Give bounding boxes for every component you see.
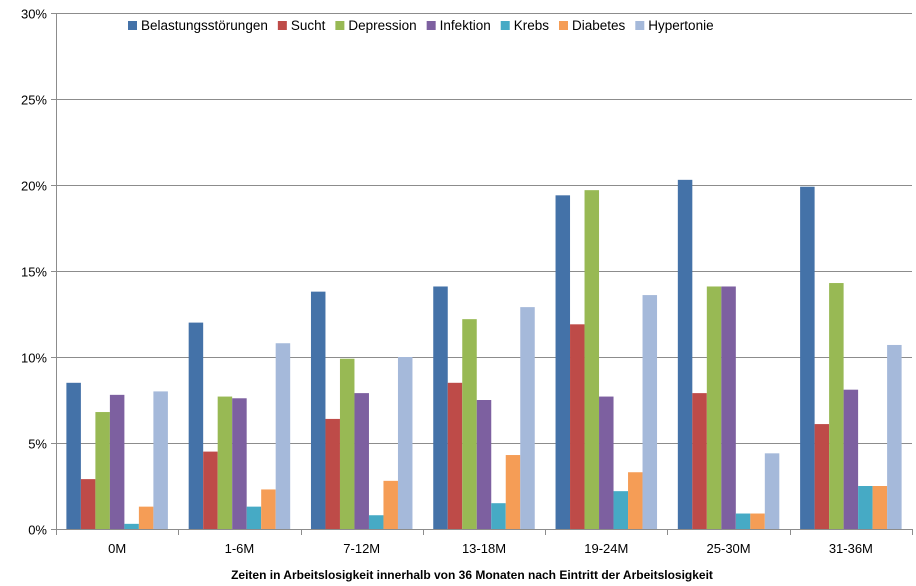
x-axis: 0M 1-6M 7-12M 13-18M 19-24M 25-30M 31-36M (56, 529, 913, 556)
bar-1-6M-Diabetes (261, 489, 276, 529)
bar-25-30M-Hypertonie (764, 453, 780, 529)
bar-0M-Sucht (80, 479, 96, 529)
legend-label: Hypertonie (648, 18, 713, 33)
bar-1-6M-Krebs (246, 506, 262, 529)
bar-25-30M-Belastungsstörungen (677, 179, 693, 529)
x-tick-label: 25-30M (707, 541, 751, 556)
x-tick-label: 0M (108, 541, 126, 556)
bar-19-24M-Diabetes (628, 472, 643, 529)
y-tick-label: 15% (21, 265, 47, 280)
legend-label: Depression (348, 18, 416, 33)
legend-swatch (335, 21, 345, 30)
legend-item: Belastungsstörungen (128, 18, 268, 33)
legend-item: Krebs (500, 18, 550, 33)
legend-item: Hypertonie (635, 18, 714, 33)
y-tick-label: 10% (21, 351, 47, 366)
y-tick-label: 30% (21, 7, 47, 22)
x-tick-label: 19-24M (584, 541, 628, 556)
legend-swatch (635, 21, 645, 30)
bar-7-12M-Depression (339, 358, 355, 529)
legend-label: Diabetes (572, 18, 626, 33)
bar-31-36M-Sucht (814, 424, 830, 529)
y-axis: 0% 5% 10% 15% 20% 25% 30% (21, 7, 57, 538)
legend-swatch (426, 21, 436, 30)
legend-label: Krebs (514, 18, 550, 33)
legend-item: Sucht (277, 18, 326, 33)
bar-19-24M-Krebs (613, 491, 629, 529)
bar-19-24M-Sucht (570, 324, 585, 529)
y-tick-label: 5% (28, 437, 47, 452)
bar-1-6M-Belastungsstörungen (188, 322, 204, 529)
bar-19-24M-Hypertonie (642, 295, 658, 529)
legend-label: Sucht (291, 18, 326, 33)
legend-swatch (277, 21, 287, 30)
bar-7-12M-Diabetes (383, 480, 398, 529)
y-tick-label: 25% (21, 93, 47, 108)
legend-swatch (128, 21, 137, 30)
bar-25-30M-Depression (706, 286, 722, 529)
bar-13-18M-Krebs (491, 503, 506, 529)
x-tick-label: 31-36M (829, 541, 873, 556)
bar-31-36M-Depression (829, 283, 844, 529)
bar-0M-Hypertonie (153, 391, 168, 529)
bar-7-12M-Sucht (325, 418, 340, 529)
y-tick-label: 0% (28, 523, 47, 538)
gridlines (56, 13, 912, 444)
bar-1-6M-Infektion (232, 398, 247, 529)
bar-7-12M-Krebs (368, 515, 384, 529)
legend-label: Belastungsstörungen (141, 18, 268, 33)
legend-item: Diabetes (559, 18, 626, 33)
bar-31-36M-Belastungsstörungen (800, 186, 815, 529)
legend: Belastungsstörungen Sucht Depression Infekt… (128, 18, 714, 33)
bar-13-18M-Infektion (476, 400, 492, 529)
bar-13-18M-Sucht (447, 382, 463, 529)
legend-swatch (559, 21, 568, 30)
bar-13-18M-Belastungsstörungen (433, 286, 448, 529)
bar-13-18M-Diabetes (505, 455, 521, 529)
bar-0M-Depression (95, 412, 110, 529)
bar-7-12M-Hypertonie (397, 357, 413, 529)
x-axis-title: Zeiten in Arbeitslosigkeit innerhalb von… (231, 568, 713, 582)
bar-0M-Krebs (124, 523, 139, 529)
legend-label: Infektion (440, 18, 491, 33)
bar-13-18M-Hypertonie (520, 307, 535, 529)
bar-1-6M-Hypertonie (275, 343, 291, 529)
bar-31-36M-Krebs (858, 486, 873, 529)
bar-0M-Infektion (109, 394, 125, 529)
bar-0M-Diabetes (138, 506, 154, 529)
bar-25-30M-Infektion (721, 286, 736, 529)
x-tick-label: 7-12M (343, 541, 380, 556)
bar-31-36M-Hypertonie (887, 344, 902, 529)
bar-7-12M-Infektion (354, 393, 369, 529)
bar-31-36M-Diabetes (872, 486, 888, 529)
bar-19-24M-Belastungsstörungen (555, 195, 571, 529)
x-tick-label: 13-18M (462, 541, 506, 556)
bar-1-6M-Depression (217, 396, 233, 529)
bar-13-18M-Depression (462, 319, 477, 529)
y-tick-label: 20% (21, 179, 47, 194)
bar-25-30M-Krebs (735, 513, 751, 529)
bar-7-12M-Belastungsstörungen (310, 291, 326, 529)
bar-1-6M-Sucht (203, 451, 218, 529)
bar-25-30M-Sucht (692, 393, 707, 529)
bars (66, 179, 902, 529)
x-tick-label: 1-6M (225, 541, 255, 556)
legend-item: Infektion (426, 18, 491, 33)
bar-25-30M-Diabetes (750, 513, 765, 529)
bar-0M-Belastungsstörungen (66, 382, 81, 529)
bar-31-36M-Infektion (843, 389, 859, 529)
legend-swatch (500, 21, 510, 30)
bar-19-24M-Infektion (599, 396, 614, 529)
legend-item: Depression (335, 18, 417, 33)
bar-19-24M-Depression (584, 190, 600, 529)
